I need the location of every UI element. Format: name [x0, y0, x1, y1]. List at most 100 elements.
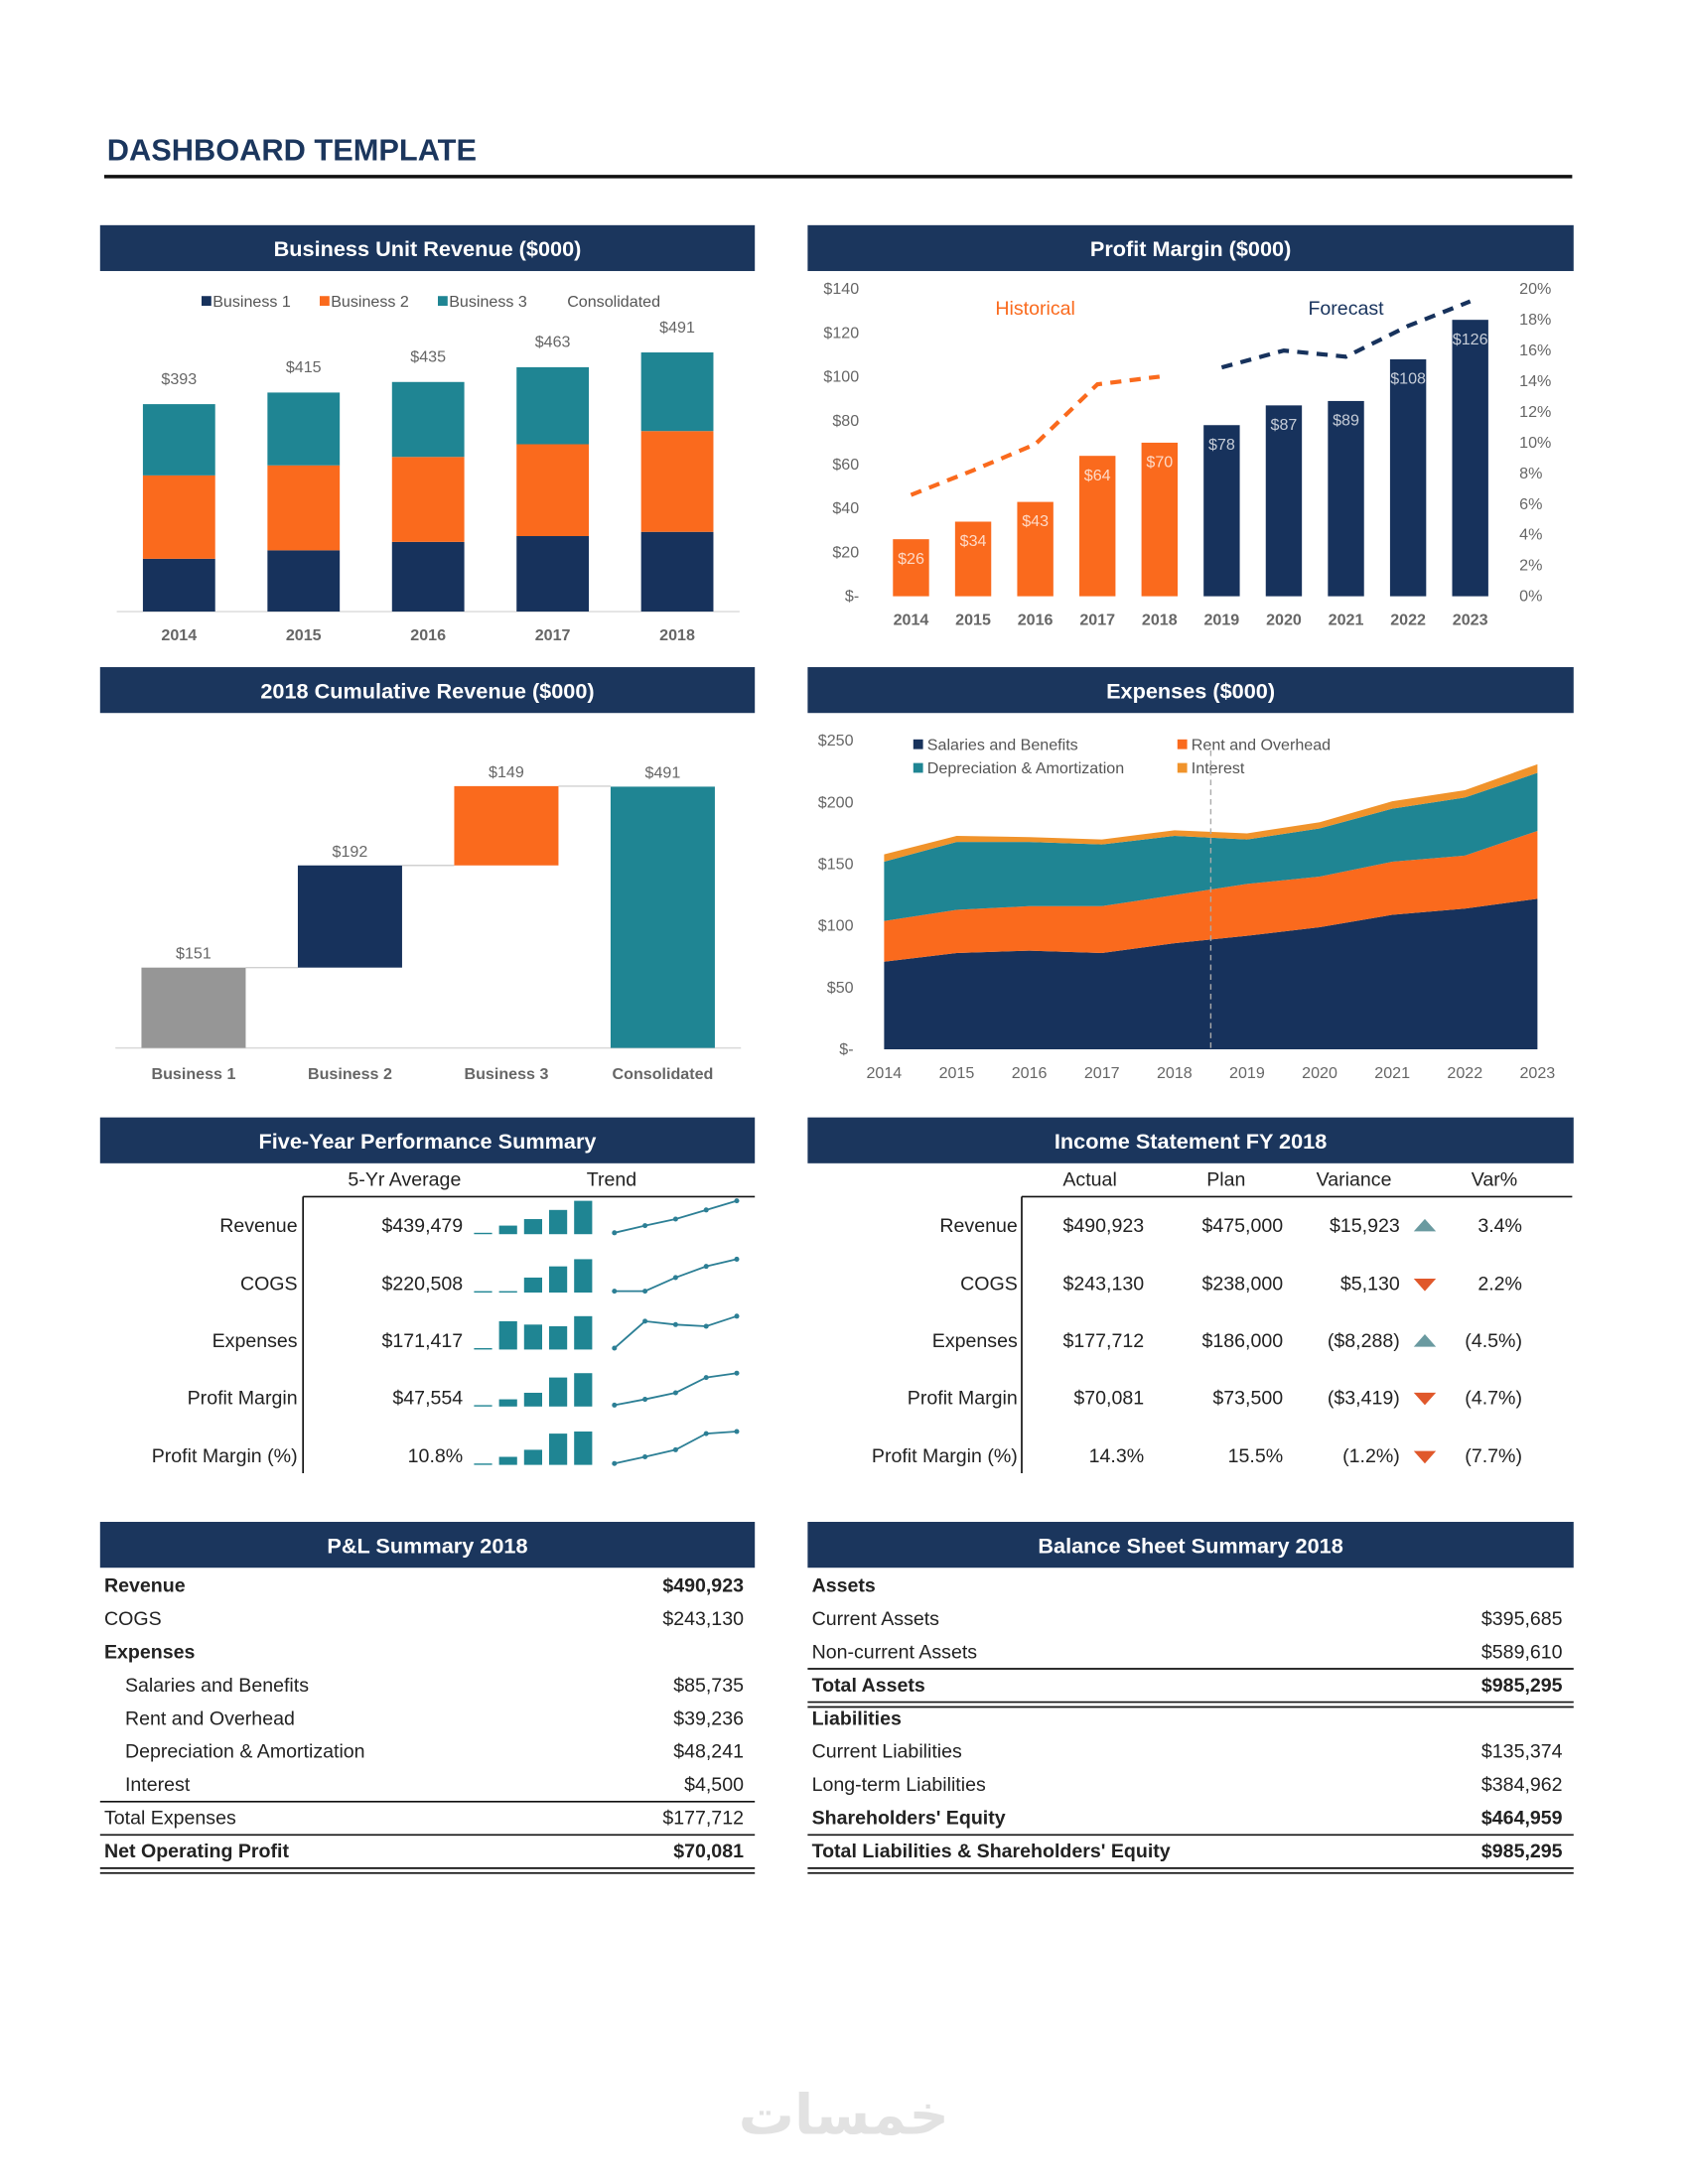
bar	[893, 539, 929, 597]
y-tick-label: $100	[823, 368, 859, 386]
variance: $5,130	[1340, 1274, 1400, 1296]
legend-marker	[437, 296, 448, 307]
spark-point	[642, 1223, 648, 1229]
x-tick-label: Business 1	[151, 1065, 235, 1083]
variance-arrow	[1413, 1218, 1437, 1232]
row-label: Total Assets	[812, 1675, 925, 1697]
x-tick-label: 2016	[1018, 611, 1054, 628]
data-label: $491	[645, 763, 681, 781]
row-average: $220,508	[382, 1274, 464, 1296]
panel-header	[99, 224, 756, 272]
spark-bar	[548, 1266, 568, 1294]
variance-arrow	[1413, 1279, 1437, 1292]
bar-segment	[640, 352, 714, 432]
x-tick-label: 2015	[939, 1064, 975, 1082]
spark-bar	[574, 1432, 593, 1465]
row-value: $135,374	[1481, 1741, 1563, 1763]
spark-bar	[548, 1325, 568, 1350]
x-tick-label: 2023	[1519, 1064, 1555, 1082]
legend-marker	[1177, 739, 1188, 750]
row-label: Profit Margin (%)	[152, 1445, 298, 1467]
x-tick-label: 2021	[1374, 1064, 1410, 1082]
row-label: Total Expenses	[104, 1808, 236, 1830]
spark-point	[703, 1375, 709, 1381]
bar	[1203, 425, 1240, 597]
spark-point	[734, 1313, 740, 1319]
row-label: Expenses	[932, 1330, 1018, 1352]
bar-segment	[142, 404, 215, 476]
bar-segment	[267, 550, 341, 613]
y-tick-label: $60	[832, 456, 859, 474]
spark-bar	[474, 1463, 492, 1465]
actual: $490,923	[1063, 1215, 1145, 1237]
row-label: Profit Margin	[188, 1387, 298, 1409]
bar-segment	[142, 558, 215, 613]
watermark: خمسات	[739, 2083, 949, 2147]
spark-bar	[548, 1377, 568, 1407]
x-tick-label: 2019	[1203, 611, 1239, 628]
variance-arrow	[1413, 1450, 1437, 1464]
spark-bar	[498, 1456, 517, 1465]
plan: $186,000	[1202, 1330, 1284, 1352]
row-value: $4,500	[684, 1774, 744, 1796]
variance-pct: (4.5%)	[1465, 1330, 1522, 1352]
data-label: $415	[286, 358, 322, 376]
data-label: $126	[1453, 331, 1488, 348]
x-tick-label: 2015	[286, 626, 322, 644]
x-tick-label: 2017	[1084, 1064, 1120, 1082]
row-value: $70,081	[673, 1841, 744, 1862]
x-tick-label: 2021	[1329, 611, 1364, 628]
row-label: Liabilities	[812, 1707, 902, 1729]
row-label: Profit Margin	[908, 1387, 1018, 1409]
data-label: $43	[1022, 512, 1049, 530]
row-value: $395,685	[1481, 1608, 1563, 1630]
x-tick-label: Business 3	[464, 1065, 548, 1083]
row-value: $177,712	[662, 1808, 744, 1830]
row-label: Salaries and Benefits	[125, 1675, 309, 1697]
bar	[1452, 320, 1488, 597]
spark-point	[703, 1323, 709, 1329]
bar-segment	[516, 444, 590, 537]
x-tick-label: 2014	[894, 611, 929, 628]
y-tick-label: $140	[823, 280, 859, 298]
panel-title: Balance Sheet Summary 2018	[1038, 1533, 1342, 1558]
column-header: Variance	[1317, 1169, 1392, 1191]
data-label: $34	[960, 532, 987, 550]
spark-point	[672, 1216, 678, 1222]
y-tick-label: $50	[827, 979, 854, 997]
x-tick-label: 2016	[410, 626, 446, 644]
bar	[1141, 442, 1178, 597]
bar-segment	[640, 531, 714, 613]
spark-bar	[474, 1405, 492, 1407]
x-tick-label: 2018	[659, 626, 695, 644]
bar	[1017, 501, 1054, 597]
spark-point	[734, 1429, 740, 1434]
spark-point	[642, 1397, 648, 1403]
y-tick-label: $40	[832, 499, 859, 517]
data-label: $89	[1333, 412, 1359, 430]
spark-bar	[474, 1232, 492, 1235]
x-tick-label: 2016	[1012, 1064, 1048, 1082]
line	[1220, 299, 1472, 370]
plan: 15.5%	[1228, 1445, 1284, 1467]
column-header: Actual	[1062, 1169, 1116, 1191]
y2-tick-label: 6%	[1519, 495, 1542, 513]
y2-tick-label: 16%	[1519, 341, 1551, 359]
y-tick-label: $150	[818, 856, 854, 874]
panel-title: Business Unit Revenue ($000)	[274, 236, 582, 261]
spark-bar	[523, 1392, 542, 1407]
spark-bar	[548, 1209, 568, 1235]
y2-tick-label: 20%	[1519, 280, 1551, 298]
legend-label: Interest	[1192, 759, 1245, 777]
row-average: $47,554	[392, 1387, 463, 1409]
spark-point	[612, 1230, 618, 1236]
legend-marker	[913, 739, 923, 750]
panel-header	[99, 1117, 756, 1163]
y-tick-label: $-	[839, 1040, 853, 1058]
area	[884, 898, 1538, 1050]
row-label: Long-term Liabilities	[812, 1774, 986, 1796]
panel-header	[99, 667, 756, 714]
spark-bar	[574, 1259, 593, 1294]
spark-bar	[498, 1399, 517, 1407]
data-label: $64	[1084, 467, 1111, 484]
